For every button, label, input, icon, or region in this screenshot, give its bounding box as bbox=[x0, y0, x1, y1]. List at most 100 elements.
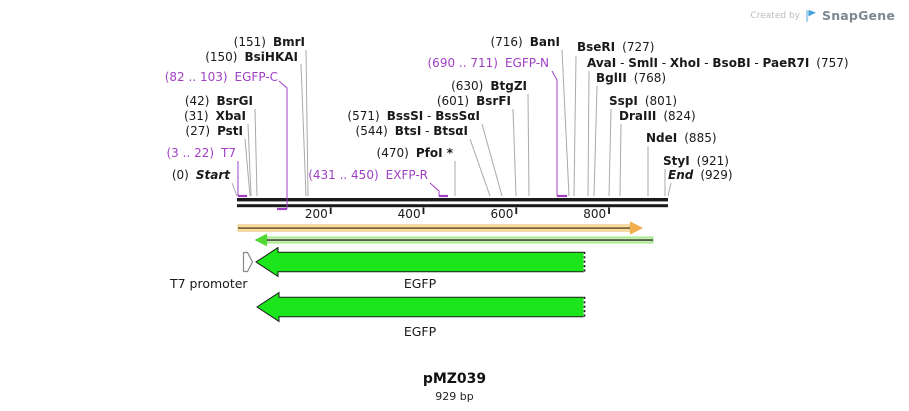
site-name: PfoI * bbox=[415, 146, 453, 160]
plasmid-title: pMZ039 bbox=[422, 371, 487, 387]
site-name: BseRI bbox=[577, 40, 616, 54]
created-by-text: Created by bbox=[750, 10, 800, 21]
egfp-label-1[interactable]: EGFP bbox=[403, 276, 437, 291]
site-position: (885) bbox=[684, 131, 717, 145]
site-name: BsiHKAI bbox=[244, 50, 299, 64]
site-name: T7 bbox=[221, 146, 236, 160]
site-name: BtsαI bbox=[433, 124, 468, 138]
cds-arrow-egfp-2[interactable] bbox=[256, 291, 586, 323]
enzyme-label-btgzi[interactable]: (630) BtgZI bbox=[451, 80, 527, 93]
connector-end bbox=[667, 182, 672, 197]
enzyme-label-bglii[interactable]: BglII (768) bbox=[596, 72, 666, 85]
connector-bsrfi bbox=[512, 108, 517, 197]
site-position: (690 .. 711) bbox=[427, 56, 498, 70]
terminus-label-end[interactable]: End (929) bbox=[668, 169, 733, 182]
site-position: (470) bbox=[376, 146, 409, 160]
site-name: BmrI bbox=[272, 35, 305, 49]
ruler-tick-400 bbox=[422, 207, 425, 214]
site-position: (768) bbox=[633, 71, 667, 85]
enzyme-label-psti[interactable]: (27) PstI bbox=[185, 125, 243, 138]
enzyme-label-bsrgi[interactable]: (42) BsrGI bbox=[185, 95, 253, 108]
site-position: (431 .. 450) bbox=[308, 168, 379, 182]
site-name: End bbox=[668, 168, 694, 182]
primer-label-exfp-r[interactable]: (431 .. 450) EXFP-R bbox=[308, 169, 428, 182]
site-name: BssSαI bbox=[435, 109, 480, 123]
site-position: (921) bbox=[696, 154, 729, 168]
enzyme-label-draiii[interactable]: DraIII (824) bbox=[619, 110, 696, 123]
connector-bmri bbox=[305, 49, 309, 197]
site-position: (601) bbox=[436, 94, 470, 108]
enzyme-label-pfoi[interactable]: (470) PfoI * bbox=[377, 147, 453, 160]
site-name: SspI bbox=[609, 94, 638, 108]
connector-xbai bbox=[247, 123, 252, 197]
ruler-ticks bbox=[329, 207, 610, 214]
site-position: - bbox=[700, 56, 713, 70]
site-position: (3 .. 22) bbox=[166, 146, 215, 160]
site-position: (544) bbox=[355, 124, 388, 138]
enzyme-label-xbai[interactable]: (31) XbaI bbox=[184, 110, 246, 123]
connector-btgzi bbox=[527, 93, 530, 197]
site-position: (801) bbox=[644, 94, 678, 108]
site-position: - bbox=[616, 56, 629, 70]
site-name: EGFP-N bbox=[504, 56, 549, 70]
plasmid-length: 929 bp bbox=[435, 390, 474, 403]
ruler-tick-600 bbox=[515, 207, 518, 214]
enzyme-label-bsssi-bsss-i[interactable]: (571) BssSI - BssSαI bbox=[347, 110, 480, 123]
orf-arrow-forward[interactable] bbox=[237, 221, 643, 235]
site-position: (150) bbox=[205, 50, 238, 64]
connector-bsssi-bsss-i bbox=[481, 123, 503, 197]
site-name: BglII bbox=[596, 71, 627, 85]
connector-psti bbox=[244, 138, 251, 197]
ruler-tick-800 bbox=[608, 207, 610, 214]
connector-draiii bbox=[619, 123, 622, 197]
site-position: (42) bbox=[184, 94, 210, 108]
enzyme-label-bani[interactable]: (716) BanI bbox=[490, 36, 560, 49]
site-position: (630) bbox=[451, 79, 484, 93]
enzyme-label-styi[interactable]: StyI (921) bbox=[663, 155, 729, 168]
enzyme-label-bseri[interactable]: BseRI (727) bbox=[577, 41, 654, 54]
cds-arrow-egfp-1[interactable] bbox=[255, 246, 586, 278]
connector-egfp-c bbox=[278, 80, 288, 209]
site-position: - bbox=[421, 124, 434, 138]
site-name: BtsI bbox=[394, 124, 422, 138]
enzyme-label-sspi[interactable]: SspI (801) bbox=[609, 95, 677, 108]
site-position: (0) bbox=[171, 168, 189, 182]
snapgene-logo-icon bbox=[806, 9, 816, 22]
primer-label-t7[interactable]: (3 .. 22) T7 bbox=[167, 147, 237, 160]
site-position: (824) bbox=[663, 109, 696, 123]
enzyme-label-btsi-bts-i[interactable]: (544) BtsI - BtsαI bbox=[356, 125, 468, 138]
connector-bsihkai bbox=[300, 63, 307, 197]
enzyme-label-ndei[interactable]: NdeI (885) bbox=[646, 132, 717, 145]
site-name: BssSI bbox=[386, 109, 424, 123]
site-position: (27) bbox=[185, 124, 211, 138]
site-name: SmlI bbox=[628, 56, 658, 70]
site-position: (82 .. 103) bbox=[164, 70, 228, 84]
site-name: AvaI bbox=[587, 56, 617, 70]
terminus-label-start[interactable]: (0) Start bbox=[172, 169, 230, 182]
primer-label-egfp-c[interactable]: (82 .. 103) EGFP-C bbox=[165, 71, 278, 84]
ruler-tick-200 bbox=[329, 207, 332, 214]
enzyme-label-bmri[interactable]: (151) BmrI bbox=[234, 36, 305, 49]
snapgene-watermark: Created by SnapGene bbox=[750, 8, 895, 23]
site-name: BanI bbox=[529, 35, 560, 49]
t7-promoter-arrow[interactable] bbox=[242, 251, 254, 273]
enzyme-label-avai-smli-xhoi-bsobi-paer7i[interactable]: AvaI - SmlI - XhoI - BsoBI - PaeR7I (757) bbox=[587, 57, 849, 70]
site-name: PaeR7I bbox=[762, 56, 810, 70]
egfp-label-2[interactable]: EGFP bbox=[403, 324, 437, 339]
site-name: BsrGI bbox=[216, 94, 253, 108]
connector-sspi bbox=[608, 108, 612, 197]
snapgene-brand-text: SnapGene bbox=[822, 8, 895, 23]
orf-arrow-reverse[interactable] bbox=[254, 233, 654, 247]
site-position: (929) bbox=[700, 168, 733, 182]
connector-bseri bbox=[573, 55, 577, 197]
enzyme-label-bsihkai[interactable]: (150) BsiHKAI bbox=[205, 51, 298, 64]
connector-bglii bbox=[593, 85, 598, 197]
connector-start bbox=[231, 182, 238, 197]
site-position: (757) bbox=[816, 56, 849, 70]
t7-promoter-label[interactable]: T7 promoter bbox=[170, 276, 248, 291]
site-position: - bbox=[657, 56, 670, 70]
enzyme-label-bsrfi[interactable]: (601) BsrFI bbox=[437, 95, 511, 108]
primer-label-egfp-n[interactable]: (690 .. 711) EGFP-N bbox=[428, 57, 550, 70]
